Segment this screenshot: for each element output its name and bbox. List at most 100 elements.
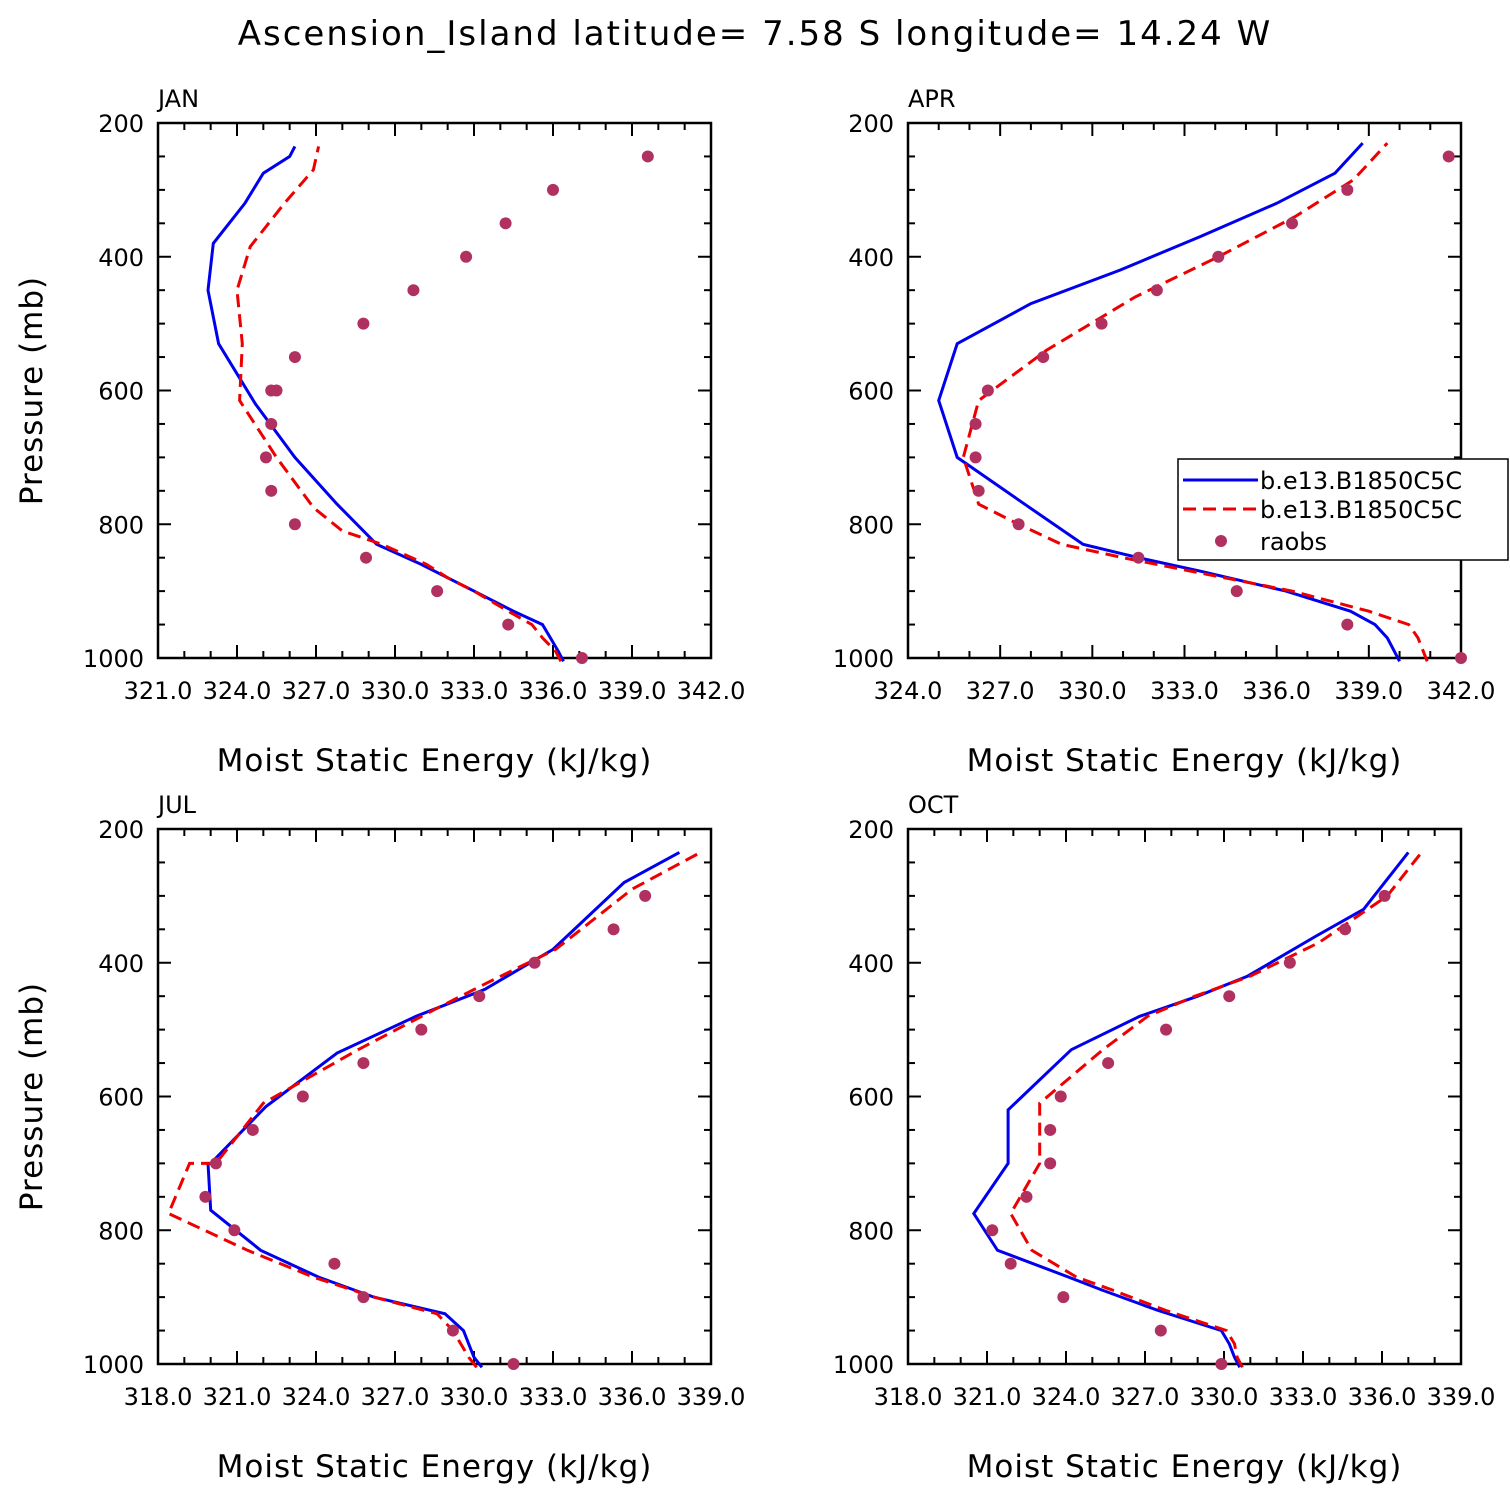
raobs-point [1154, 1324, 1167, 1337]
legend-label: raobs [1260, 528, 1327, 556]
y-tick-label: 200 [848, 110, 894, 138]
raobs-point [1132, 551, 1145, 564]
raobs-point [1012, 518, 1025, 531]
raobs-point [357, 1057, 370, 1070]
y-tick-label: 800 [848, 511, 894, 539]
raobs-point [265, 417, 278, 430]
y-tick-label: 200 [848, 816, 894, 844]
raobs-point [228, 1224, 241, 1237]
x-tick-label: 342.0 [677, 677, 746, 705]
model-line-dashed [961, 142, 1429, 662]
y-tick-label: 200 [98, 110, 144, 138]
y-tick-label: 1000 [83, 1351, 144, 1379]
raobs-point [1223, 990, 1236, 1003]
raobs-point [1102, 1057, 1115, 1070]
raobs-point [1044, 1157, 1057, 1170]
raobs-point [969, 451, 982, 464]
legend-label: b.e13.B1850C5C [1260, 467, 1462, 495]
raobs-point [1044, 1123, 1057, 1136]
y-tick-label: 600 [848, 1084, 894, 1112]
x-tick-label: 321.0 [203, 1383, 272, 1411]
panels-group: JAN 200 400 600 800 1000 321.0 324.0 327.0 330.0 3… [14, 85, 1495, 1485]
x-tick-label: 333.0 [519, 1383, 588, 1411]
x-tick-label: 321.0 [953, 1383, 1022, 1411]
plot-frame [156, 121, 713, 660]
raobs-point [528, 956, 541, 969]
y-tick-label: 400 [98, 950, 144, 978]
raobs-point [407, 284, 420, 297]
model-line-solid [937, 142, 1401, 662]
raobs-point [1212, 250, 1225, 263]
raobs-point [265, 484, 278, 497]
raobs-point [328, 1257, 341, 1270]
raobs-point [507, 1358, 520, 1370]
plot-frame [156, 827, 713, 1366]
x-tick-label: 339.0 [1427, 1383, 1496, 1411]
x-tick-label: 339.0 [677, 1383, 746, 1411]
raobs-point [460, 250, 473, 263]
raobs-point [1286, 217, 1299, 230]
raobs-point [972, 484, 985, 497]
x-tick-label: 336.0 [1348, 1383, 1417, 1411]
x-tick-label: 333.0 [1150, 677, 1219, 705]
raobs-point [1341, 618, 1354, 631]
raobs-point [357, 317, 370, 330]
raobs-point [1341, 183, 1354, 196]
model-line-dashed [1008, 851, 1423, 1368]
model-line-solid [206, 851, 681, 1369]
x-tick-label: 330.0 [1190, 1383, 1259, 1411]
x-tick-label: 342.0 [1427, 677, 1496, 705]
x-tick-label: 318.0 [124, 1383, 193, 1411]
raobs-point [209, 1157, 222, 1170]
y-tick-label: 400 [848, 950, 894, 978]
panel-jul: JUL 200 400 600 800 1000 318.0 321.0 324.0 327.0 3… [14, 791, 745, 1485]
y-tick-label: 600 [848, 378, 894, 406]
y-tick-label: 1000 [833, 645, 894, 673]
y-tick-label: 400 [848, 244, 894, 272]
raobs-point [986, 1224, 999, 1237]
raobs-point [502, 618, 515, 631]
y-tick-label: 400 [98, 244, 144, 272]
raobs-point [1004, 1257, 1017, 1270]
raobs-point [547, 183, 559, 196]
figure-title: Ascension_Island latitude= 7.58 S longit… [238, 14, 1273, 54]
model-line-solid [206, 145, 565, 662]
raobs-point [639, 889, 652, 902]
model-line-dashed [235, 146, 563, 663]
x-tick-label: 324.0 [874, 677, 943, 705]
x-tick-label: 324.0 [203, 677, 272, 705]
x-tick-label: 336.0 [598, 1383, 667, 1411]
raobs-point [288, 518, 301, 531]
raobs-point [246, 1123, 259, 1136]
y-axis-label: Pressure (mb) [14, 982, 50, 1211]
x-tick-label: 330.0 [440, 1383, 509, 1411]
raobs-point [357, 1291, 370, 1304]
y-tick-label: 800 [98, 511, 144, 539]
y-tick-label: 800 [98, 1217, 144, 1245]
panel-title: APR [908, 85, 956, 113]
x-axis-label: Moist Static Energy (kJ/kg) [967, 743, 1403, 779]
raobs-point [288, 351, 301, 364]
y-tick-label: 200 [98, 816, 144, 844]
x-tick-label: 324.0 [1032, 1383, 1101, 1411]
raobs-point [259, 451, 272, 464]
raobs-point [1160, 1023, 1173, 1036]
raobs-point [1150, 284, 1163, 297]
x-tick-label: 318.0 [874, 1383, 943, 1411]
raobs-point [296, 1090, 309, 1103]
raobs-point [1230, 585, 1243, 598]
raobs-point [1442, 150, 1455, 163]
y-tick-label: 1000 [833, 1351, 894, 1379]
x-tick-label: 324.0 [282, 1383, 351, 1411]
raobs-point [446, 1324, 459, 1337]
y-tick-label: 1000 [83, 645, 144, 673]
panel-title: OCT [908, 791, 959, 819]
x-tick-label: 339.0 [598, 677, 667, 705]
raobs-point [1057, 1291, 1070, 1304]
raobs-point [199, 1190, 212, 1203]
panel-title: JUL [156, 791, 197, 819]
model-line-dashed [166, 851, 702, 1369]
x-tick-label: 330.0 [361, 677, 430, 705]
raobs-point [1283, 956, 1296, 969]
